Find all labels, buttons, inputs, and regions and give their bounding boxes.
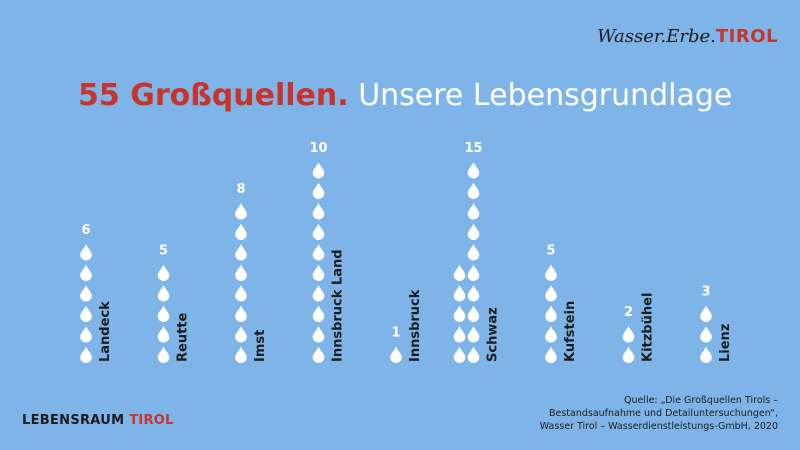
category-label: Lienz	[718, 324, 733, 362]
water-drop-icon	[312, 305, 325, 323]
data-label: 2	[624, 305, 633, 320]
water-drop-icon	[80, 285, 92, 302]
bar-landeck: 6 Landeck	[80, 223, 113, 364]
bar-schwaz: 15 Schwaz	[453, 141, 501, 364]
category-label: Schwaz	[486, 307, 501, 362]
source-line-3: Wasser Tirol – Wasserdienstleistungs-Gmb…	[539, 421, 778, 432]
water-drop-icon	[312, 264, 325, 282]
water-drop-icon	[467, 264, 480, 281]
category-label: Innsbruck Land	[331, 249, 346, 362]
bar-innsbruck: 1 Innsbruck	[390, 289, 423, 363]
footer-logo-accent: TIROL	[129, 413, 174, 428]
water-drop-icon	[157, 285, 170, 302]
water-drop-icon	[453, 346, 466, 364]
water-drop-icon	[545, 305, 557, 322]
water-drop-icon	[157, 346, 170, 364]
water-drop-icon	[312, 244, 325, 261]
water-drop-icon	[80, 244, 92, 261]
water-drop-icon	[157, 305, 170, 323]
water-drop-icon	[545, 264, 557, 281]
water-drop-icon	[700, 305, 712, 322]
data-label: 15	[464, 141, 482, 156]
water-drop-icon	[80, 264, 92, 282]
source-line-2: Bestandsaufnahme und Detailuntersuchunge…	[548, 408, 778, 419]
water-drop-icon	[545, 326, 557, 343]
data-label: 6	[81, 223, 90, 238]
water-drop-icon	[312, 223, 325, 241]
water-drop-icon	[235, 305, 247, 323]
water-drop-icon	[700, 346, 712, 363]
title-light: Unsere Lebensgrundlage	[358, 78, 733, 113]
water-drop-icon	[467, 285, 480, 302]
water-drop-icon	[467, 346, 480, 363]
water-drop-icon	[622, 346, 635, 363]
brand-accent: TIROL	[715, 26, 778, 47]
water-drop-icon	[312, 326, 325, 343]
water-drop-icon	[545, 285, 557, 302]
water-drop-icon	[312, 182, 325, 200]
water-drop-icon	[235, 346, 247, 364]
water-drop-icon	[235, 244, 247, 261]
category-label: Kitzbühel	[641, 293, 656, 362]
water-drop-icon	[312, 346, 325, 364]
water-drop-icon	[467, 162, 480, 179]
bar-reutte: 5 Reutte	[157, 244, 191, 364]
footer-logo: LEBENSRAUM TIROL	[22, 413, 174, 428]
category-label: Kufstein	[563, 301, 578, 362]
title-strong: 55 Großquellen.	[78, 78, 349, 113]
water-drop-icon	[80, 305, 92, 323]
brand-logo: Wasser.Erbe.TIROL	[597, 26, 778, 47]
water-drop-icon	[622, 326, 635, 343]
water-drop-icon	[235, 326, 247, 343]
water-drop-icon	[390, 346, 402, 363]
data-label: 5	[546, 244, 555, 259]
category-label: Imst	[253, 330, 268, 362]
water-drop-icon	[235, 203, 247, 220]
data-label: 8	[236, 182, 245, 197]
source-line-1: Quelle: „Die Großquellen Tirols –	[623, 395, 778, 406]
water-drop-icon	[453, 264, 466, 282]
bar-kitzbühel: 2 Kitzbühel	[622, 293, 656, 363]
data-label: 10	[309, 141, 327, 156]
water-drop-icon	[467, 305, 480, 322]
water-drop-icon	[467, 203, 480, 220]
bar-imst: 8 Imst	[235, 182, 268, 364]
bar-kufstein: 5 Kufstein	[545, 244, 578, 363]
water-drop-icon	[235, 285, 247, 302]
water-drop-icon	[453, 285, 466, 302]
water-drop-icon	[545, 346, 557, 363]
water-drop-icon	[467, 244, 480, 261]
water-drop-icon	[453, 326, 466, 343]
bar-innsbruck-land: 10 Innsbruck Land	[309, 141, 346, 364]
category-label: Reutte	[176, 312, 191, 362]
source-note: Quelle: „Die Großquellen Tirols – Bestan…	[438, 394, 778, 433]
water-drop-icon	[235, 223, 247, 240]
footer-logo-main: LEBENSRAUM	[22, 413, 130, 428]
page-title: 55 Großquellen. Unsere Lebensgrundlage	[78, 78, 732, 113]
water-drop-icon	[157, 326, 170, 343]
water-drop-icon	[453, 305, 466, 323]
water-drop-icon	[467, 326, 480, 343]
water-drop-icon	[80, 326, 92, 343]
water-drop-icon	[157, 264, 170, 282]
water-drop-icon	[312, 203, 325, 220]
water-drop-icon	[700, 326, 712, 343]
water-drop-icon	[312, 285, 325, 302]
data-label: 1	[391, 326, 400, 341]
brand-name: Wasser.Erbe.	[597, 26, 716, 47]
category-label: Landeck	[98, 301, 113, 362]
bar-lienz: 3 Lienz	[700, 285, 733, 363]
water-drop-icon	[467, 182, 480, 199]
water-drop-icon	[467, 223, 480, 240]
category-label: Innsbruck	[408, 289, 423, 362]
water-drop-icon	[235, 264, 247, 282]
water-drop-icon	[312, 162, 325, 179]
data-label: 3	[701, 285, 710, 300]
water-drop-icon	[80, 346, 92, 364]
data-label: 5	[159, 244, 168, 259]
